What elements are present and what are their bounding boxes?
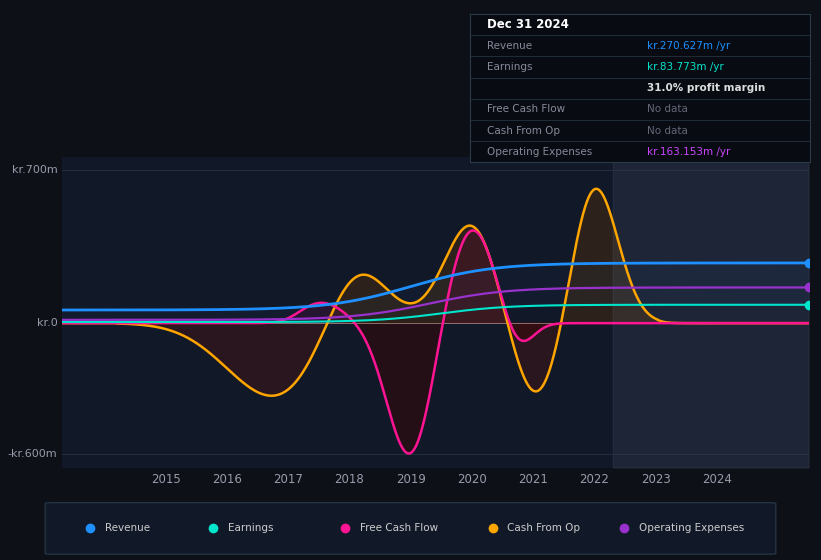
- Text: Free Cash Flow: Free Cash Flow: [487, 104, 565, 114]
- Text: No data: No data: [647, 125, 688, 136]
- Text: Cash From Op: Cash From Op: [487, 125, 560, 136]
- Text: Operating Expenses: Operating Expenses: [639, 523, 744, 533]
- FancyBboxPatch shape: [45, 503, 776, 554]
- Text: Earnings: Earnings: [487, 62, 532, 72]
- Text: Free Cash Flow: Free Cash Flow: [360, 523, 438, 533]
- Text: kr.83.773m /yr: kr.83.773m /yr: [647, 62, 723, 72]
- Text: 31.0% profit margin: 31.0% profit margin: [647, 83, 765, 93]
- Text: kr.700m: kr.700m: [11, 165, 57, 175]
- Text: Dec 31 2024: Dec 31 2024: [487, 18, 568, 31]
- Text: kr.0: kr.0: [37, 318, 57, 328]
- Text: kr.163.153m /yr: kr.163.153m /yr: [647, 147, 730, 157]
- Text: Revenue: Revenue: [105, 523, 150, 533]
- Text: No data: No data: [647, 104, 688, 114]
- Text: Revenue: Revenue: [487, 41, 532, 51]
- Text: Cash From Op: Cash From Op: [507, 523, 580, 533]
- Text: Operating Expenses: Operating Expenses: [487, 147, 592, 157]
- Text: -kr.600m: -kr.600m: [8, 450, 57, 459]
- Text: kr.270.627m /yr: kr.270.627m /yr: [647, 41, 730, 51]
- Text: Earnings: Earnings: [228, 523, 273, 533]
